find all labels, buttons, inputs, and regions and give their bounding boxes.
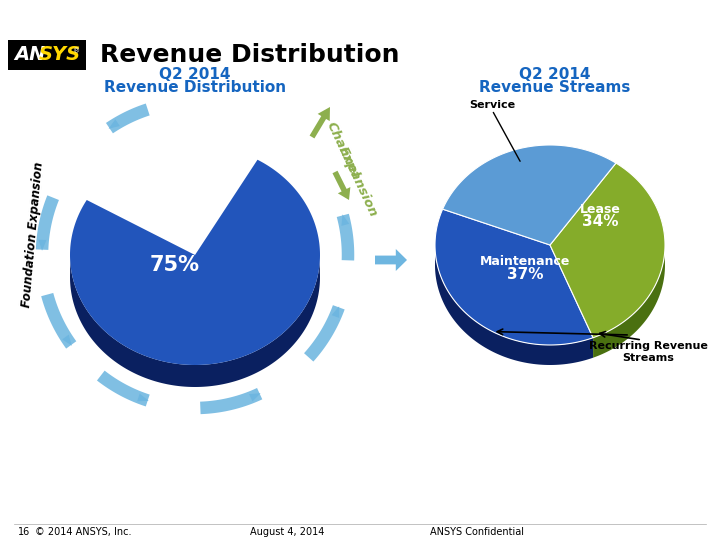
Text: Channel: Channel bbox=[323, 120, 361, 180]
Text: Service: Service bbox=[469, 100, 515, 110]
Text: Revenue Streams: Revenue Streams bbox=[480, 80, 631, 96]
FancyArrow shape bbox=[38, 240, 47, 251]
Text: 16: 16 bbox=[18, 527, 30, 537]
FancyArrow shape bbox=[310, 107, 330, 138]
Text: Recurring Revenue
Streams: Recurring Revenue Streams bbox=[588, 341, 708, 363]
FancyArrow shape bbox=[137, 394, 148, 401]
Text: August 4, 2014: August 4, 2014 bbox=[250, 527, 325, 537]
Text: Q2 2014: Q2 2014 bbox=[159, 68, 230, 83]
Polygon shape bbox=[443, 145, 616, 245]
FancyArrow shape bbox=[62, 335, 72, 346]
Text: AN: AN bbox=[14, 45, 45, 64]
Text: Q2 2014: Q2 2014 bbox=[519, 68, 590, 83]
Text: ANSYS Confidential: ANSYS Confidential bbox=[430, 527, 524, 537]
Polygon shape bbox=[550, 163, 665, 338]
Text: Expansion: Expansion bbox=[336, 145, 380, 219]
FancyArrow shape bbox=[332, 306, 339, 318]
Text: Revenue Distribution: Revenue Distribution bbox=[100, 43, 400, 67]
FancyArrow shape bbox=[109, 119, 120, 129]
Text: 37%: 37% bbox=[507, 267, 544, 282]
FancyBboxPatch shape bbox=[8, 40, 86, 70]
Text: 75%: 75% bbox=[150, 255, 200, 275]
Text: SYS: SYS bbox=[39, 45, 81, 64]
Text: 34%: 34% bbox=[582, 214, 618, 230]
Polygon shape bbox=[435, 209, 593, 345]
Text: Foundation Expansion: Foundation Expansion bbox=[20, 161, 46, 308]
Text: Lease: Lease bbox=[580, 204, 621, 217]
Polygon shape bbox=[70, 160, 320, 365]
Text: ®: ® bbox=[73, 48, 80, 54]
Text: © 2014 ANSYS, Inc.: © 2014 ANSYS, Inc. bbox=[35, 527, 132, 537]
FancyArrow shape bbox=[375, 249, 407, 271]
Polygon shape bbox=[435, 238, 593, 365]
Text: Maintenance: Maintenance bbox=[480, 255, 570, 268]
FancyArrow shape bbox=[249, 393, 261, 401]
FancyArrow shape bbox=[333, 171, 351, 200]
Text: Revenue Distribution: Revenue Distribution bbox=[104, 80, 286, 96]
Polygon shape bbox=[70, 250, 320, 387]
FancyArrow shape bbox=[341, 214, 349, 226]
Polygon shape bbox=[593, 238, 665, 357]
